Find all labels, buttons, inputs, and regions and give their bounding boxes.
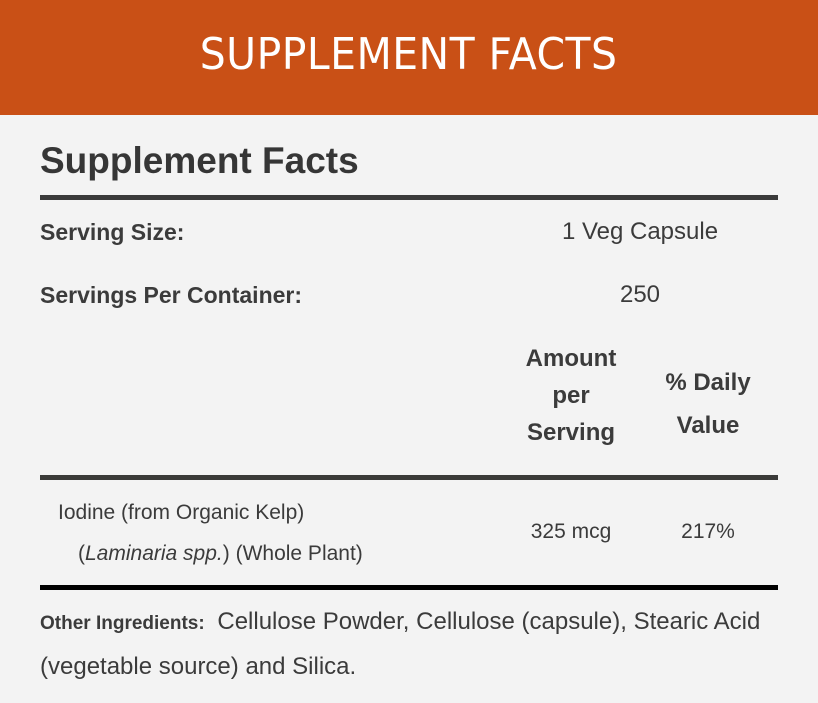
column-header-amount-line: Serving — [526, 419, 616, 446]
top-divider — [40, 195, 778, 200]
nutrient-species: Laminaria spp. — [85, 542, 223, 565]
banner-title: SUPPLEMENT FACTS — [200, 29, 618, 80]
bottom-divider — [40, 585, 778, 590]
other-ingredients-text: Cellulose Powder, Cellulose (capsule), S… — [40, 608, 761, 680]
other-ingredients: Other Ingredients: Cellulose Powder, Cel… — [40, 600, 780, 688]
column-header-daily-value: % Daily Value — [642, 361, 774, 447]
nutrient-amount: 325 mcg — [530, 520, 612, 543]
column-header-dv-line: % Daily — [665, 369, 751, 396]
panel-title: Supplement Facts — [40, 140, 359, 181]
column-header-amount-line: per — [552, 382, 590, 409]
serving-size-value: 1 Veg Capsule — [561, 218, 719, 245]
serving-size-label: Serving Size: — [40, 219, 185, 245]
column-header-amount-line: Amount — [525, 345, 617, 372]
column-header-amount: Amount per Serving — [505, 340, 637, 451]
header-divider — [40, 475, 778, 480]
header-banner: SUPPLEMENT FACTS — [0, 0, 818, 115]
servings-per-container-value: 250 — [619, 281, 661, 308]
nutrient-name: Iodine (from Organic Kelp) — [58, 501, 305, 524]
servings-per-container-label: Servings Per Container: — [40, 282, 303, 308]
nutrient-part: (Whole Plant) — [229, 542, 363, 565]
column-header-dv-line: Value — [676, 412, 740, 439]
other-ingredients-label: Other Ingredients: — [40, 613, 205, 634]
nutrient-daily-value: 217% — [681, 520, 735, 543]
nutrient-source: (Laminaria spp.) (Whole Plant) — [78, 542, 363, 565]
